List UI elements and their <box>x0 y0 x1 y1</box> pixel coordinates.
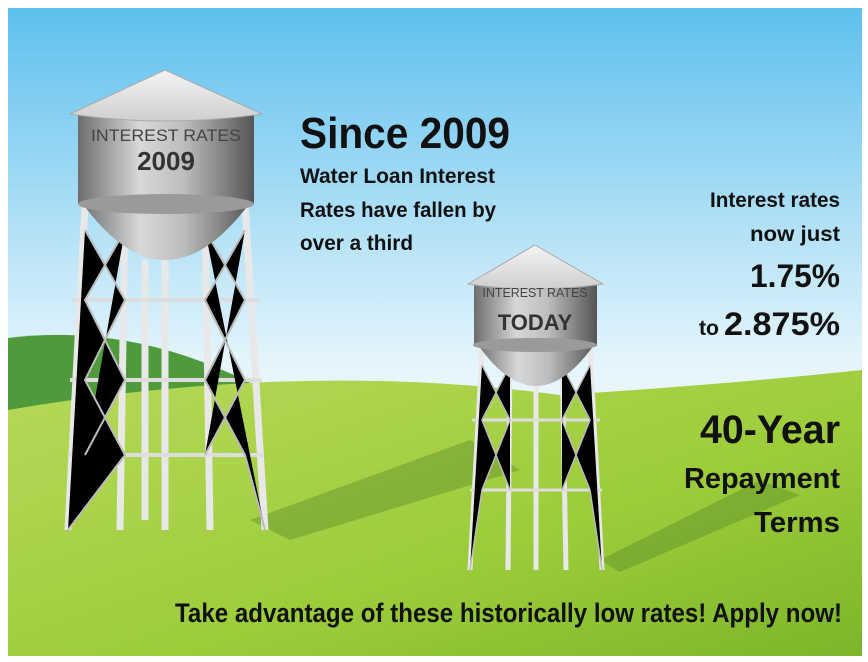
terms-line: 40-Year <box>700 408 840 452</box>
headline-line: Rates have fallen by <box>300 199 496 222</box>
tower-label: INTEREST RATES <box>483 285 588 300</box>
tower-label: INTEREST RATES <box>91 126 241 145</box>
tower-year: 2009 <box>137 146 195 176</box>
tower-year: TODAY <box>498 310 573 335</box>
footer: Take advantage of these historically low… <box>175 598 842 628</box>
rate-connector: to <box>699 317 719 340</box>
headline: Since 2009 <box>300 109 510 158</box>
terms-line: Repayment <box>684 463 840 495</box>
rate-low: 1.75% <box>750 258 840 294</box>
rates-line: now just <box>750 223 840 246</box>
rate-high: 2.875% <box>724 306 840 342</box>
headline-line: Water Loan Interest <box>300 165 495 188</box>
terms-line: Terms <box>754 507 840 539</box>
rates-line: Interest rates <box>710 189 840 212</box>
headline-line: over a third <box>300 232 413 255</box>
poster: INTEREST RATES 2009 INTEREST RATES TODAY… <box>0 0 868 662</box>
